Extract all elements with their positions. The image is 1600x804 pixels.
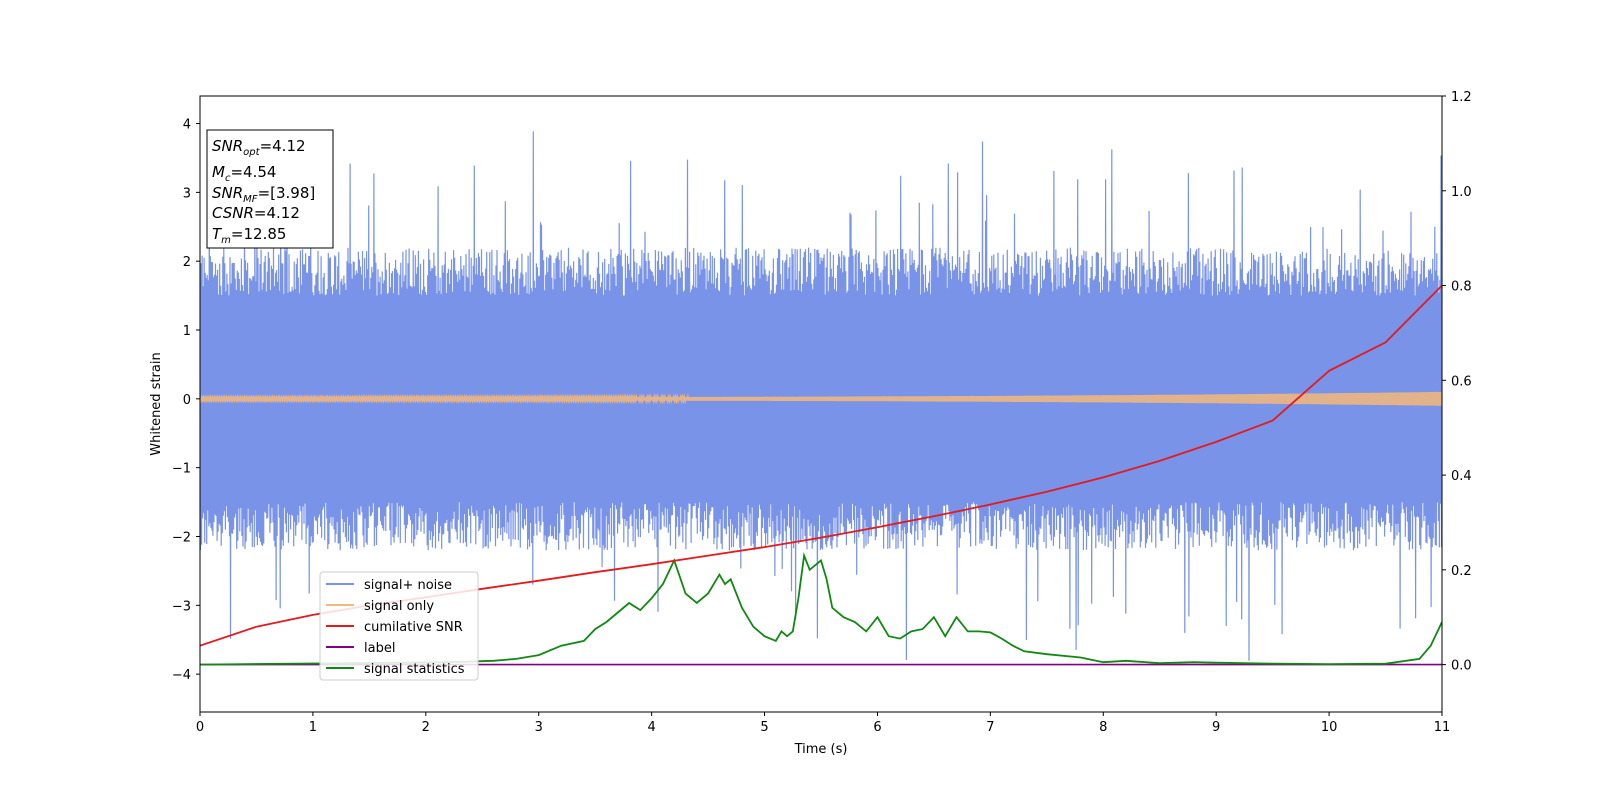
annotation-csnr: CSNR=4.12 <box>212 204 300 222</box>
legend-label-cumulative-snr: cumilative SNR <box>364 620 463 635</box>
x-tick-label-1: 1 <box>309 720 317 735</box>
y-tick-label-8: 4 <box>183 118 191 133</box>
y-tick-label-5: 1 <box>183 324 191 339</box>
legend-frame <box>319 571 479 681</box>
x-tick-label-9: 9 <box>1212 720 1220 735</box>
x-axis: 0 1 2 3 4 5 6 7 8 9 10 11 <box>196 712 1450 735</box>
y-tick-label-2: −2 <box>172 530 191 545</box>
annotation-snr-mf: SNRMF=[3.98] <box>212 184 315 205</box>
y-tick-label-3: −1 <box>172 462 191 477</box>
y-tick-label-4: 0 <box>183 393 191 408</box>
annotation-box: SNRopt=4.12 Mc=4.54 SNRMF=[3.98] CSNR=4.… <box>206 129 334 249</box>
series-signal-only <box>200 391 1442 406</box>
legend-label-signal-statistics: signal statistics <box>364 662 465 677</box>
y2-tick-label-2: 0.4 <box>1451 469 1472 484</box>
legend-item-cumulative-snr: cumilative SNR <box>326 620 463 635</box>
y-tick-label-6: 2 <box>183 255 191 270</box>
series-signal-statistics <box>200 552 1442 666</box>
legend-item-signal-noise: signal+ noise <box>326 578 452 593</box>
annotation-mc: Mc=4.54 <box>212 163 276 184</box>
legend-label-signal-only: signal only <box>364 599 434 614</box>
x-axis-label: Time (s) <box>794 742 848 757</box>
y-tick-label-7: 3 <box>183 186 191 201</box>
y2-tick-label-0: 0.0 <box>1451 659 1472 674</box>
x-tick-label-0: 0 <box>196 720 204 735</box>
annotation-snr-opt: SNRopt=4.12 <box>212 137 306 158</box>
y2-tick-label-4: 0.8 <box>1451 280 1472 295</box>
y-tick-label-0: −4 <box>172 668 191 683</box>
legend-item-signal-statistics: signal statistics <box>326 662 465 677</box>
legend-label-label: label <box>364 641 395 656</box>
x-tick-label-3: 3 <box>535 720 543 735</box>
series-signal-noise <box>200 131 1442 661</box>
x-tick-label-4: 4 <box>647 720 655 735</box>
x-tick-label-2: 2 <box>422 720 430 735</box>
y2-tick-label-1: 0.2 <box>1451 564 1472 579</box>
x-tick-label-5: 5 <box>760 720 768 735</box>
x-tick-label-8: 8 <box>1099 720 1107 735</box>
legend: signal+ noise signal only cumilative SNR… <box>319 571 479 681</box>
legend-label-signal-noise: signal+ noise <box>364 578 452 593</box>
x-tick-label-10: 10 <box>1321 720 1338 735</box>
y2-tick-label-5: 1.0 <box>1451 185 1472 200</box>
y2-tick-label-6: 1.2 <box>1451 90 1472 105</box>
y-axis-left: −4 −3 −2 −1 0 1 2 3 4 <box>172 118 200 683</box>
legend-item-label: label <box>326 641 395 656</box>
x-tick-label-7: 7 <box>986 720 994 735</box>
y-axis-label: Whitened strain <box>149 352 164 455</box>
x-tick-label-6: 6 <box>873 720 881 735</box>
y-axis-right: 0.0 0.2 0.4 0.6 0.8 1.0 1.2 <box>1442 90 1472 674</box>
annotation-tm: Tm=12.85 <box>212 225 286 246</box>
x-tick-label-11: 11 <box>1434 720 1451 735</box>
legend-item-signal-only: signal only <box>326 599 434 614</box>
y2-tick-label-3: 0.6 <box>1451 374 1472 389</box>
plot-frame <box>199 95 1443 713</box>
y-tick-label-1: −3 <box>172 599 191 614</box>
